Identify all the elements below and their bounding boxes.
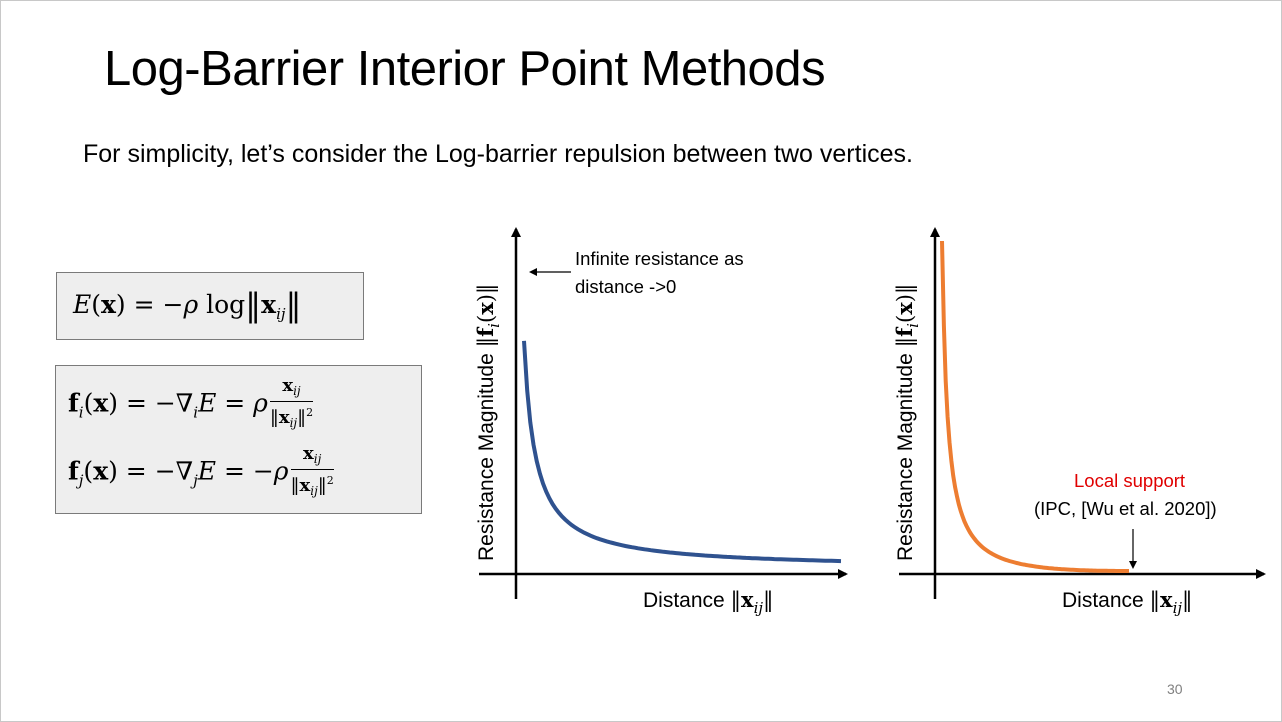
right-y-axis-label-text: Resistance Magnitude <box>894 353 917 561</box>
left-y-axis-label-math: ‖fi(x)‖ <box>473 283 503 348</box>
slide-subtitle: For simplicity, let’s consider the Log-b… <box>83 140 913 168</box>
left-x-axis-label: Distance ‖xij‖ <box>643 587 774 617</box>
left-x-axis-label-math: ‖xij‖ <box>730 587 774 617</box>
right-x-axis-label-text: Distance <box>1062 589 1144 612</box>
right-y-axis-label-math: ‖fi(x)‖ <box>892 283 922 348</box>
ipc-reference-label: (IPC, [Wu et al. 2020]) <box>1034 498 1217 519</box>
left-annotation-line2: distance ->0 <box>575 276 677 297</box>
left-y-axis-label: Resistance Magnitude ‖fi(x)‖ <box>473 284 503 561</box>
force-equations-box: fi(x) = −∇iE = ρ xij ‖xij‖2 fj(x) = −∇jE =… <box>55 365 422 514</box>
energy-equation-box: E(x) = −ρ log‖xij‖ <box>56 272 364 340</box>
force-i-equation: fi(x) = −∇iE = ρ xij ‖xij‖2 <box>68 375 314 430</box>
right-x-axis-label-math: ‖xij‖ <box>1149 587 1193 617</box>
left-barrier-curve <box>522 340 842 564</box>
right-y-axis-label: Resistance Magnitude ‖fi(x)‖ <box>892 284 922 561</box>
right-ipc-barrier-curve <box>940 240 1129 573</box>
slide-title: Log-Barrier Interior Point Methods <box>104 42 826 96</box>
left-annotation-line1: Infinite resistance as <box>575 248 744 269</box>
left-x-axis-label-text: Distance <box>643 589 725 612</box>
left-y-axis-label-text: Resistance Magnitude <box>475 353 498 561</box>
force-j-equation: fj(x) = −∇jE = −ρ xij ‖xij‖2 <box>68 443 334 498</box>
local-support-label: Local support <box>1074 470 1186 491</box>
page-number: 30 <box>1167 681 1183 697</box>
energy-equation: E(x) = −ρ log‖xij‖ <box>73 286 302 324</box>
right-x-axis-label: Distance ‖xij‖ <box>1062 587 1193 617</box>
